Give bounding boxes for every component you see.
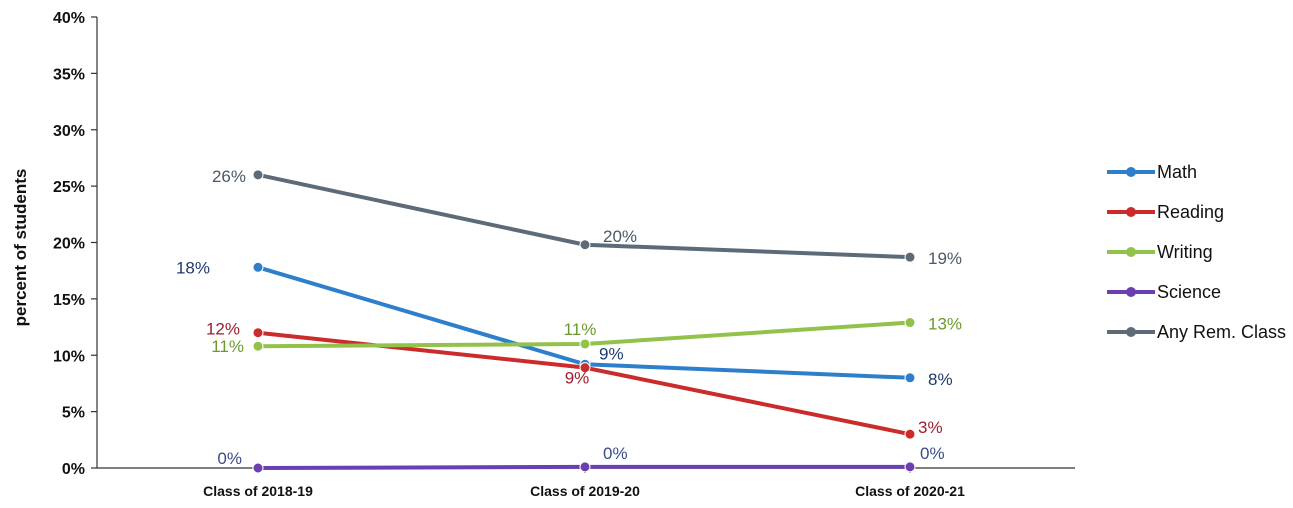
data-label-math: 18% <box>176 258 210 277</box>
data-point-writing <box>904 317 916 329</box>
data-point-science <box>579 461 591 473</box>
y-tick-label: 5% <box>62 405 85 422</box>
data-point-writing <box>252 340 264 352</box>
legend-marker-science <box>1126 287 1136 297</box>
legend-marker-any-rem-class <box>1126 327 1136 337</box>
data-point-reading <box>579 362 591 374</box>
data-label-any-rem-class: 19% <box>928 249 962 268</box>
data-point-math <box>252 261 264 273</box>
data-label-reading: 12% <box>206 320 240 339</box>
y-tick-label: 30% <box>53 123 85 140</box>
legend: Math Reading Writing Science Any Rem. Class <box>1107 162 1286 342</box>
legend-label-reading: Reading <box>1157 202 1224 222</box>
legend-marker-math <box>1126 167 1136 177</box>
data-label-science: 0% <box>603 444 628 463</box>
x-tick-label: Class of 2019-20 <box>530 483 640 499</box>
y-tick-label: 0% <box>62 461 85 478</box>
y-tick-label: 20% <box>53 236 85 253</box>
y-tick-label: 35% <box>53 66 85 83</box>
y-tick-label: 40% <box>53 10 85 27</box>
legend-marker-reading <box>1126 207 1136 217</box>
data-label-math: 8% <box>928 370 953 389</box>
y-tick-label: 25% <box>53 179 85 196</box>
data-label-reading: 3% <box>918 418 943 437</box>
data-point-any-rem-class <box>579 239 591 251</box>
axes: 0% 5% 10% 15% 20% 25% 30% 35% 40% Class of 2018-1… <box>11 10 1075 499</box>
data-label-any-rem-class: 20% <box>603 227 637 246</box>
data-label-science: 0% <box>920 444 945 463</box>
data-label-math: 9% <box>599 344 624 363</box>
data-labels: 18% 9% 8% 12% 9% 3% 11% 11% 13% 0% 0% 0% 26% 20% 19% <box>176 167 962 468</box>
y-axis-title: percent of students <box>11 169 30 327</box>
data-point-science <box>252 462 264 474</box>
x-tick-label: Class of 2020-21 <box>855 483 965 499</box>
data-point-writing <box>579 338 591 350</box>
legend-label-writing: Writing <box>1157 242 1213 262</box>
y-tick-label: 15% <box>53 292 85 309</box>
data-point-any-rem-class <box>252 169 264 181</box>
data-label-science: 0% <box>217 449 242 468</box>
x-tick-label: Class of 2018-19 <box>203 483 313 499</box>
data-label-writing: 13% <box>928 315 962 334</box>
data-point-science <box>904 461 916 473</box>
data-label-any-rem-class: 26% <box>212 167 246 186</box>
y-tick-label: 10% <box>53 348 85 365</box>
legend-marker-writing <box>1126 247 1136 257</box>
data-point-math <box>904 372 916 384</box>
data-label-reading: 9% <box>565 369 590 388</box>
data-point-reading <box>252 327 264 339</box>
legend-label-science: Science <box>1157 282 1221 302</box>
data-point-any-rem-class <box>904 251 916 263</box>
legend-label-any-rem-class: Any Rem. Class <box>1157 322 1286 342</box>
data-point-reading <box>904 428 916 440</box>
legend-label-math: Math <box>1157 162 1197 182</box>
data-label-writing: 11% <box>211 337 244 356</box>
data-label-writing: 11% <box>564 320 597 339</box>
series-points <box>252 169 916 474</box>
